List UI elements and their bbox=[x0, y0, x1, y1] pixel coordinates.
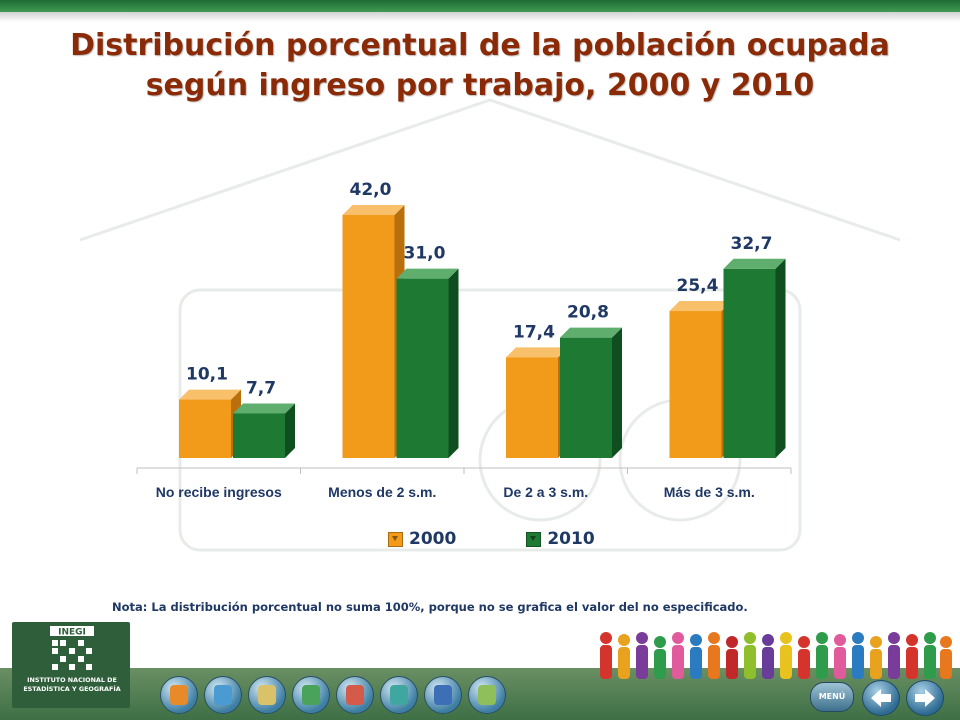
house-icon[interactable] bbox=[336, 676, 374, 714]
category-label: Menos de 2 s.m. bbox=[328, 484, 436, 500]
back-button[interactable] bbox=[862, 680, 900, 716]
bar-top-2000 bbox=[179, 389, 241, 400]
inegi-logo-text: INSTITUTO NACIONAL DE ESTADÍSTICA Y GEOG… bbox=[23, 676, 121, 693]
legend-label-2010: 2010 bbox=[547, 529, 595, 549]
title-line-1: Distribución porcentual de la población … bbox=[70, 28, 890, 63]
menu-button[interactable]: MENÚ bbox=[810, 682, 854, 712]
data-label-2010: 20,8 bbox=[567, 303, 609, 323]
header-bar bbox=[0, 0, 960, 12]
legend-label-2000: 2000 bbox=[409, 529, 457, 549]
data-label-2010: 31,0 bbox=[404, 244, 446, 264]
data-label-2000: 17,4 bbox=[513, 322, 555, 342]
data-label-2010: 7,7 bbox=[246, 378, 276, 398]
section-icons bbox=[160, 676, 506, 714]
wheelchair-icon[interactable] bbox=[424, 676, 462, 714]
bar-top-2010 bbox=[723, 258, 786, 269]
bar-side-2010 bbox=[775, 258, 786, 458]
category-label: De 2 a 3 s.m. bbox=[503, 484, 588, 500]
forward-button[interactable] bbox=[906, 680, 944, 716]
bar-2010 bbox=[396, 278, 449, 458]
people-icon[interactable] bbox=[292, 676, 330, 714]
home-icon[interactable] bbox=[380, 676, 418, 714]
category-label: Más de 3 s.m. bbox=[664, 484, 755, 500]
bar-2000 bbox=[506, 357, 558, 458]
arrow-left-icon bbox=[871, 689, 891, 707]
bar-top-2010 bbox=[396, 268, 459, 279]
chart-legend: 2000 2010 bbox=[388, 528, 595, 550]
chart-note: Nota: La distribución porcentual no suma… bbox=[112, 600, 748, 614]
people-illustration bbox=[600, 632, 952, 679]
bar-side-2010 bbox=[285, 403, 295, 458]
bar-side-2010 bbox=[612, 327, 622, 458]
bar-2010 bbox=[560, 337, 612, 458]
arrow-right-icon bbox=[915, 689, 935, 707]
bar-top-2000 bbox=[342, 205, 405, 215]
person-info-icon[interactable] bbox=[204, 676, 242, 714]
bar-side-2010 bbox=[448, 268, 459, 458]
bar-2000 bbox=[179, 399, 231, 458]
legend-swatch-2000 bbox=[388, 531, 403, 547]
group-icon[interactable] bbox=[248, 676, 286, 714]
legend-item-2010: 2010 bbox=[526, 529, 595, 549]
inegi-logo-mark: INEGI bbox=[50, 626, 94, 670]
data-label-2000: 42,0 bbox=[350, 180, 392, 200]
bar-top-2000 bbox=[669, 301, 732, 312]
bar-2000 bbox=[342, 215, 395, 458]
data-label-2000: 10,1 bbox=[186, 365, 228, 385]
svg-text:INEGI: INEGI bbox=[58, 628, 86, 638]
data-label-2000: 25,4 bbox=[677, 276, 719, 296]
data-label-2010: 32,7 bbox=[731, 234, 773, 254]
bar-2010 bbox=[723, 268, 776, 458]
bar-top-2010 bbox=[233, 403, 295, 414]
bar-2010 bbox=[233, 413, 285, 458]
page-title: Distribución porcentual de la población … bbox=[40, 26, 920, 106]
family-icon[interactable] bbox=[160, 676, 198, 714]
category-label: No recibe ingresos bbox=[156, 484, 282, 500]
header-shadow bbox=[0, 12, 960, 22]
bar-2000 bbox=[669, 311, 722, 458]
inegi-logo: INEGI INSTITUTO NACIONAL DE ESTADÍSTICA … bbox=[12, 622, 130, 708]
title-line-2: según ingreso por trabajo, 2000 y 2010 bbox=[145, 68, 815, 103]
legend-item-2000: 2000 bbox=[388, 529, 456, 549]
bar-top-2010 bbox=[560, 327, 622, 338]
bar-top-2000 bbox=[506, 347, 568, 358]
legend-swatch-2010 bbox=[526, 531, 542, 547]
map-icon[interactable] bbox=[468, 676, 506, 714]
